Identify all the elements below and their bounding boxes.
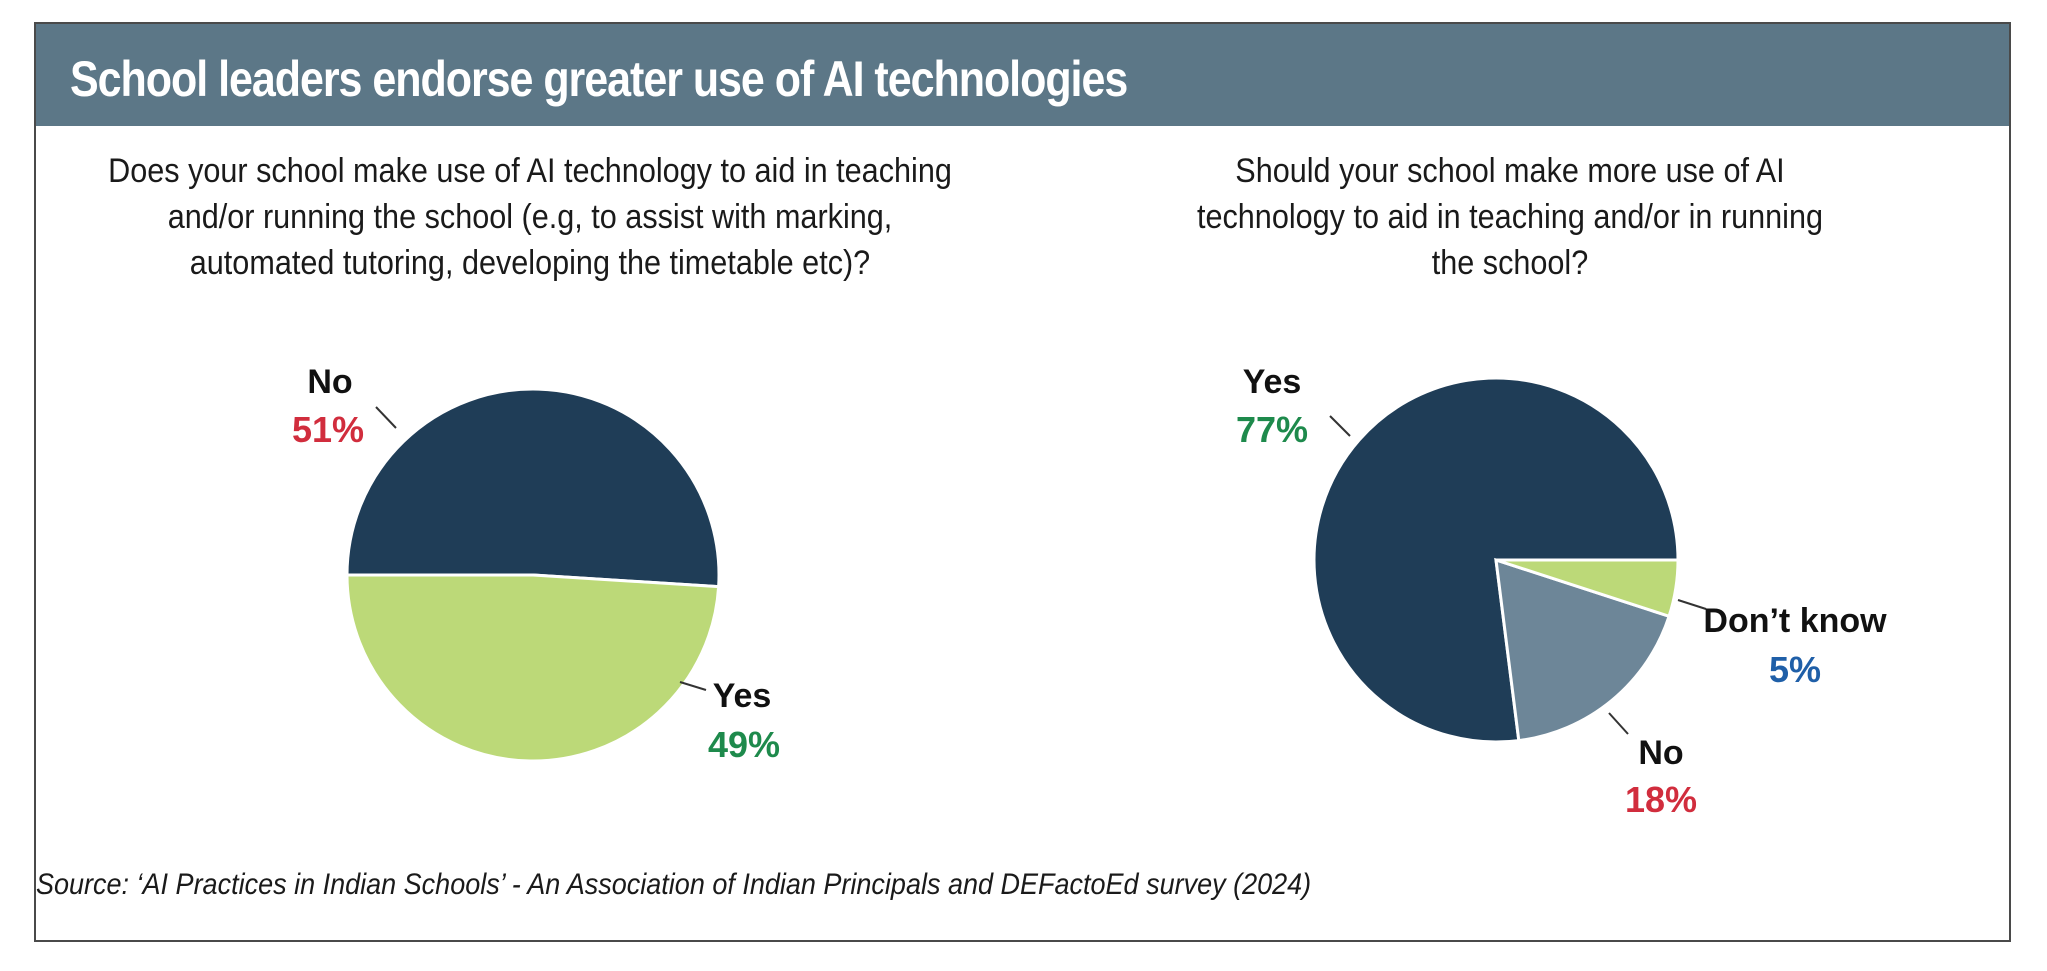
pie-slice-don-t-know [1495, 558, 1680, 619]
question-1: Does your school make use of AI technolo… [108, 152, 952, 282]
label-yes-2: Yes [1243, 363, 1302, 401]
leader-line-yes-2 [1329, 415, 1351, 437]
question-2: Should your school make more use of AI t… [1196, 152, 1824, 282]
value-no-2: 18% [1625, 779, 1697, 820]
value-yes-2: 77% [1236, 409, 1308, 450]
leader-line-yes-1 [679, 681, 707, 691]
value-yes-1: 49% [708, 724, 780, 765]
title-banner: School leaders endorse greater use of AI… [36, 24, 2009, 126]
label-yes-1: Yes [713, 677, 772, 715]
pie-slice-no [345, 387, 721, 589]
value-dontknow-2: 5% [1769, 649, 1821, 690]
label-no-1: No [307, 363, 352, 401]
pie-slice-yes [1312, 376, 1680, 744]
pie-chart-2 [1312, 376, 1680, 744]
leader-line-dontknow-2 [1677, 599, 1707, 610]
leader-line-no-2 [1608, 712, 1629, 735]
pie-slice-yes [345, 573, 721, 763]
leader-line-no-1 [375, 406, 397, 429]
pie-slice-no [1494, 557, 1671, 743]
label-dontknow-2: Don’t know [1703, 602, 1887, 640]
value-no-1: 51% [292, 409, 364, 450]
infographic-frame: School leaders endorse greater use of AI… [34, 22, 2011, 942]
source-note: Source: ‘AI Practices in Indian Schools’… [36, 868, 1312, 901]
pie-chart-1 [345, 387, 721, 763]
chart-title: School leaders endorse greater use of AI… [70, 51, 1128, 107]
label-no-2: No [1638, 734, 1683, 772]
